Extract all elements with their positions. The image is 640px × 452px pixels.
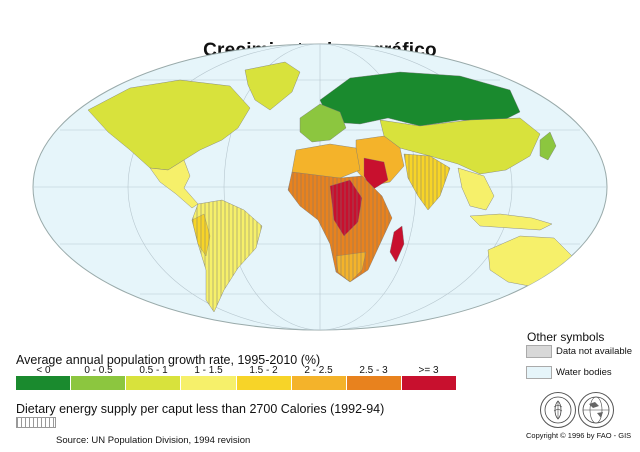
region-greenland bbox=[244, 61, 301, 111]
legend-swatch-7 bbox=[401, 376, 456, 390]
legend-label-0: < 0 bbox=[36, 365, 51, 376]
source-note: Source: UN Population Division, 1994 rev… bbox=[56, 435, 251, 446]
region-north-america bbox=[87, 79, 251, 171]
region-indonesia bbox=[469, 213, 553, 231]
water-bodies-swatch bbox=[526, 366, 552, 379]
legend-label-6: 2.5 - 3 bbox=[359, 365, 388, 376]
legend-swatch-3 bbox=[181, 376, 237, 390]
other-symbols-title: Other symbols bbox=[527, 330, 605, 344]
legend-label-2: 0.5 - 1 bbox=[139, 365, 168, 376]
region-madagascar bbox=[389, 225, 405, 263]
region-arabia bbox=[363, 157, 389, 191]
legend-swatch-5 bbox=[291, 376, 347, 390]
copyright-note: Copyright © 1996 by FAO - GIS bbox=[526, 431, 632, 440]
legend-swatch-6 bbox=[346, 376, 402, 390]
legend-labels: < 0 0 - 0.5 0.5 - 1 1 - 1.5 1.5 - 2 2 - … bbox=[16, 365, 456, 376]
legend-label-3: 1 - 1.5 bbox=[194, 365, 223, 376]
dietary-hatch-swatch bbox=[16, 417, 56, 428]
water-bodies-label: Water bodies bbox=[556, 367, 612, 378]
dietary-hatch bbox=[192, 154, 450, 312]
legend-label-1: 0 - 0.5 bbox=[84, 365, 113, 376]
region-japan bbox=[539, 131, 557, 161]
region-mexico bbox=[149, 159, 199, 209]
globe-logo-icon bbox=[578, 392, 614, 428]
dietary-legend-title: Dietary energy supply per caput less tha… bbox=[16, 402, 385, 416]
legend-swatch-2 bbox=[126, 376, 182, 390]
legend-color-bar bbox=[16, 376, 456, 390]
data-not-available-label: Data not available bbox=[556, 346, 633, 357]
legend-title: Average annual population growth rate, 1… bbox=[16, 353, 321, 367]
legend-swatch-4 bbox=[236, 376, 292, 390]
legend-label-7: >= 3 bbox=[418, 365, 439, 376]
region-new-zealand bbox=[589, 277, 603, 303]
data-not-available-swatch bbox=[526, 345, 552, 358]
legend-swatch-0 bbox=[16, 376, 72, 390]
region-europe bbox=[299, 103, 347, 143]
legend-label-4: 1.5 - 2 bbox=[249, 365, 278, 376]
fao-logo-icon bbox=[540, 392, 576, 428]
legend-swatch-1 bbox=[71, 376, 127, 390]
legend-label-5: 2 - 2.5 bbox=[304, 365, 333, 376]
region-se-asia bbox=[457, 167, 495, 211]
